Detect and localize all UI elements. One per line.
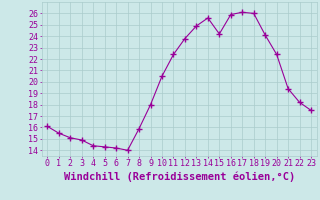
X-axis label: Windchill (Refroidissement éolien,°C): Windchill (Refroidissement éolien,°C)	[64, 171, 295, 182]
